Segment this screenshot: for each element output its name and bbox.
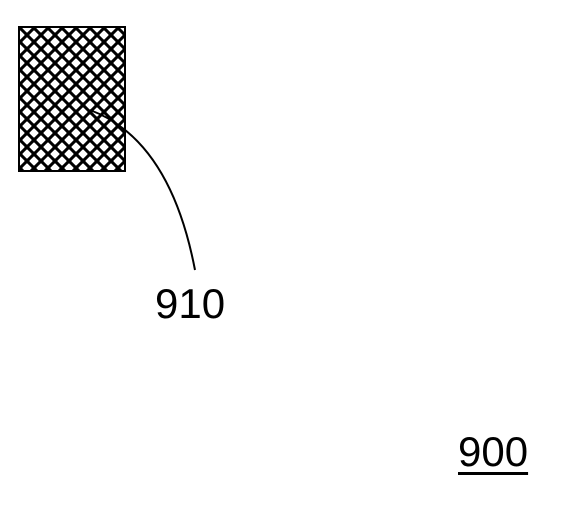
crosshatch-pattern [20, 28, 124, 170]
figure-number-label: 900 [458, 428, 528, 476]
hatched-element-box [18, 26, 126, 172]
callout-label: 910 [155, 280, 225, 328]
